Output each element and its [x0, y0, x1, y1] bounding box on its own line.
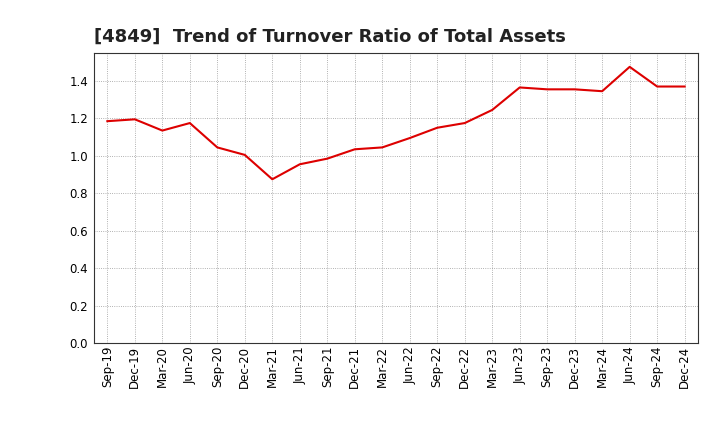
Text: [4849]  Trend of Turnover Ratio of Total Assets: [4849] Trend of Turnover Ratio of Total …	[94, 28, 565, 46]
